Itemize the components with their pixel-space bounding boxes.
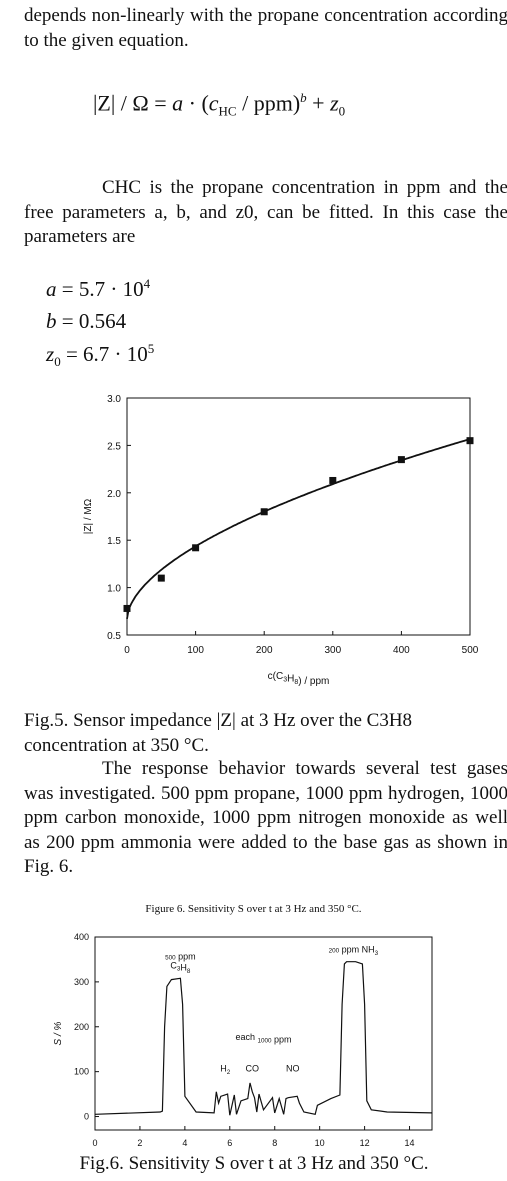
fig6-caption: Fig.6. Sensitivity S over t at 3 Hz and … xyxy=(79,1153,429,1174)
y-tick-label: 3.0 xyxy=(107,394,121,405)
x-tick-label: 4 xyxy=(182,1138,187,1148)
y-tick-label: 1.5 xyxy=(107,536,121,547)
plot-frame xyxy=(94,936,433,1131)
x-tick-label: 8 xyxy=(272,1138,277,1148)
fig6-title: Figure 6. Sensitivity S over t at 3 Hz a… xyxy=(145,903,362,915)
annotation: CO xyxy=(246,1064,260,1074)
paragraph-2: CHC is the propane concentration in ppm … xyxy=(24,177,507,247)
data-point xyxy=(466,437,474,445)
x-tick-label: 500 xyxy=(462,645,479,656)
fig5-caption: Fig.5. Sensor impedance |Z| at 3 Hz over… xyxy=(24,710,413,756)
annotation: NO xyxy=(286,1064,300,1074)
x-tick-label: 0 xyxy=(92,1138,97,1148)
param-a: a = 5.7 · 104 xyxy=(46,276,151,301)
data-point xyxy=(123,604,131,612)
x-tick-label: 300 xyxy=(324,645,341,656)
annotation: 500 ppm xyxy=(165,951,196,961)
param-z0: z0 = 6.7 · 105 xyxy=(46,341,155,370)
impedance-equation: |Z| / Ω = a · (cHC / ppm)b + z0 xyxy=(93,90,346,119)
paragraph-1: depends non-linearly with the propane co… xyxy=(24,5,507,51)
annotation: each 1000 ppm xyxy=(235,1032,291,1044)
plot-frame xyxy=(126,397,471,636)
data-point xyxy=(260,508,268,516)
x-tick-label: 10 xyxy=(315,1138,325,1148)
y-tick-label: 100 xyxy=(74,1067,89,1077)
x-tick-label: 6 xyxy=(227,1138,232,1148)
y-tick-label: 400 xyxy=(74,932,89,942)
data-point xyxy=(157,574,165,582)
data-point xyxy=(397,456,405,464)
x-axis-label: c(C3H8) / ppm xyxy=(268,671,330,687)
x-tick-label: 100 xyxy=(187,645,204,656)
x-tick-label: 12 xyxy=(360,1138,370,1148)
y-axis-label: |Z| / MΩ xyxy=(83,498,94,534)
annotation: 200 ppm NH3 xyxy=(329,945,379,957)
param-b: b = 0.564 xyxy=(46,309,127,333)
y-tick-label: 200 xyxy=(74,1022,89,1032)
annotation: H2 xyxy=(220,1064,231,1076)
y-tick-label: 2.5 xyxy=(107,441,121,452)
y-tick-label: 0.5 xyxy=(107,631,121,642)
data-point xyxy=(192,544,200,552)
paragraph-3: The response behavior towards several te… xyxy=(24,758,507,877)
x-tick-label: 14 xyxy=(405,1138,415,1148)
impedance-chart: 0.5 1.0 1.5 2.0 2.5 3.0 0 100 200 300 400 500 |Z| / … xyxy=(83,394,479,687)
x-tick-label: 2 xyxy=(137,1138,142,1148)
sensitivity-line xyxy=(94,961,433,1116)
x-tick-label: 0 xyxy=(124,645,130,656)
y-tick-label: 1.0 xyxy=(107,584,121,595)
y-tick-label: 300 xyxy=(74,977,89,987)
fit-curve xyxy=(126,438,471,620)
x-tick-label: 400 xyxy=(393,645,410,656)
annotation: C3H8 xyxy=(170,960,191,975)
y-tick-label: 0 xyxy=(84,1112,89,1122)
x-tick-label: 200 xyxy=(256,645,273,656)
y-tick-label: 2.0 xyxy=(107,489,121,500)
data-point xyxy=(329,476,337,484)
y-axis-label: S / % xyxy=(53,1021,64,1045)
sensitivity-chart: 0 100 200 300 400 0 2 4 6 8 10 12 14 S / % 500 ppmC3H8… xyxy=(53,932,433,1148)
